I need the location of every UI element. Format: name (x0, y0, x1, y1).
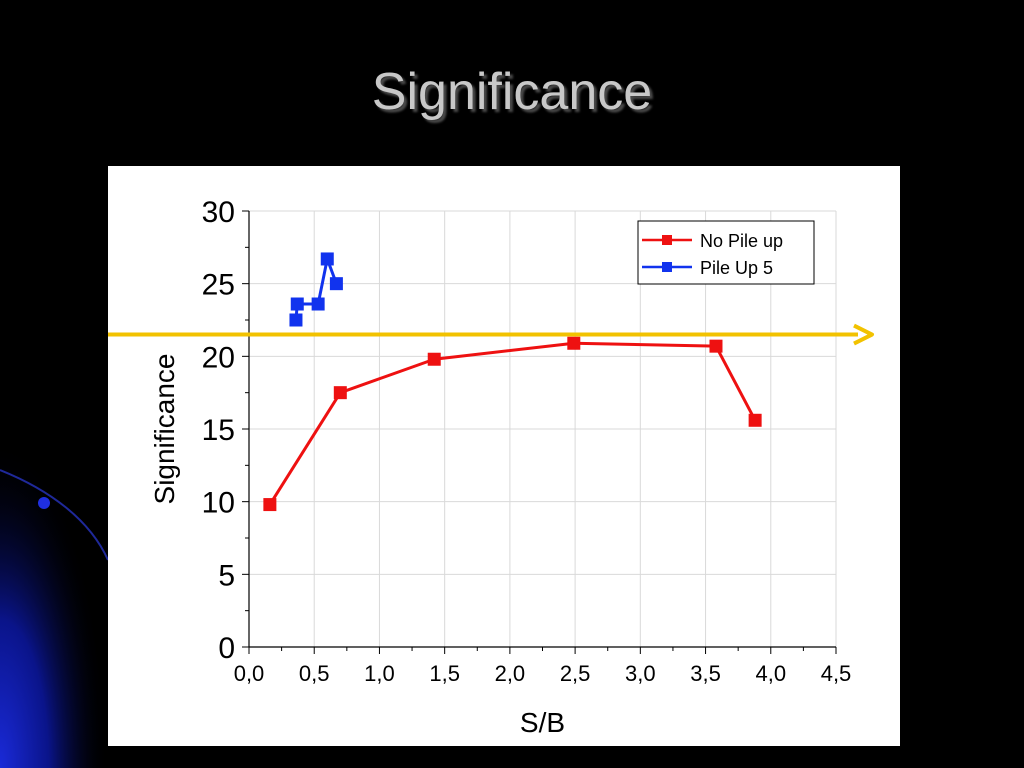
series-layer (263, 252, 762, 512)
x-tick-label: 0,0 (234, 661, 265, 686)
data-point-pile-up-5 (289, 313, 303, 327)
y-tick-label: 15 (202, 414, 235, 447)
legend-box (637, 220, 815, 285)
data-point-no-pile-up (709, 339, 723, 353)
grid (249, 210, 837, 647)
significance-chart: 0,0 0,5 1,0 1,5 2,0 2,5 3,0 3,5 4,0 4,5 0 5 10 15 20 25… (108, 196, 874, 738)
y-tick-label: 20 (202, 341, 235, 374)
x-tick-label: 4,0 (755, 661, 786, 686)
y-tick-label: 0 (218, 632, 235, 665)
legend: No Pile up Pile Up 5 (637, 220, 815, 285)
y-tick-label: 30 (202, 196, 235, 229)
data-point-pile-up-5 (290, 297, 304, 311)
data-point-no-pile-up (333, 386, 347, 400)
x-tick-label: 4,5 (821, 661, 852, 686)
chart-panel: 0,0 0,5 1,0 1,5 2,0 2,5 3,0 3,5 4,0 4,5 0 5 10 15 20 25… (108, 166, 900, 746)
y-axis-label: Significance (149, 354, 180, 505)
slide-title: Significance (371, 63, 653, 121)
reference-line (108, 323, 874, 346)
axis-ticks: 0,0 0,5 1,0 1,5 2,0 2,5 3,0 3,5 4,0 4,5 0 5 10 15 20 25… (202, 196, 852, 686)
data-point-no-pile-up (263, 498, 277, 512)
data-point-no-pile-up (567, 336, 581, 350)
x-tick-label: 1,0 (364, 661, 395, 686)
data-point-no-pile-up (748, 413, 762, 427)
x-tick-label: 0,5 (299, 661, 330, 686)
y-tick-label: 5 (218, 559, 235, 592)
x-tick-label: 3,5 (690, 661, 721, 686)
data-point-pile-up-5 (320, 252, 334, 266)
data-point-pile-up-5 (329, 277, 343, 291)
x-axis-label: S/B (520, 707, 565, 738)
data-point-pile-up-5 (311, 297, 325, 311)
legend-label-pile-up-5: Pile Up 5 (700, 258, 773, 278)
x-tick-label: 2,0 (495, 661, 526, 686)
reference-arrowhead-right (853, 323, 874, 346)
data-point-no-pile-up (427, 352, 441, 366)
x-tick-label: 3,0 (625, 661, 656, 686)
x-tick-label: 2,5 (560, 661, 591, 686)
legend-marker-pile-up-5 (662, 262, 672, 272)
y-tick-label: 10 (202, 487, 235, 520)
legend-marker-no-pile-up (662, 235, 672, 245)
x-tick-label: 1,5 (429, 661, 460, 686)
series-line-no-pile-up (268, 341, 757, 506)
y-tick-label: 25 (202, 269, 235, 302)
legend-label-no-pile-up: No Pile up (700, 231, 783, 251)
